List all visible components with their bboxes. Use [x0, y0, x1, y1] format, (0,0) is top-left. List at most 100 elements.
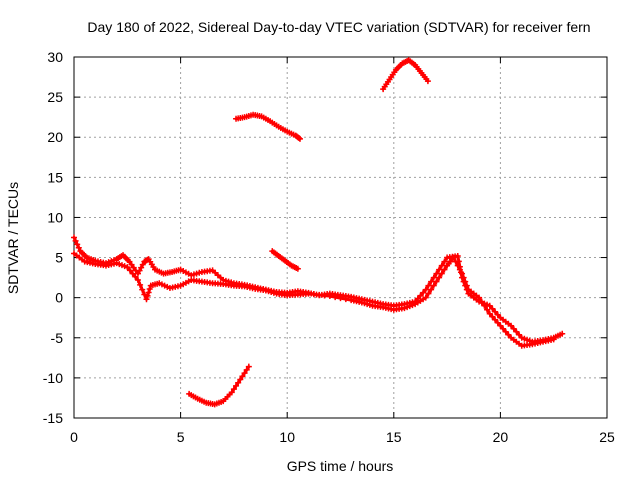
- data-point: [295, 135, 302, 142]
- data-point: [145, 289, 152, 296]
- data-point: [237, 376, 244, 383]
- data-point: [310, 291, 317, 298]
- data-point: [72, 237, 79, 244]
- x-tick-label: 15: [386, 429, 402, 445]
- data-point: [430, 282, 437, 289]
- data-point: [326, 293, 333, 300]
- data-point: [438, 262, 445, 269]
- data-point: [126, 267, 133, 274]
- data-point: [484, 306, 491, 313]
- data-point: [139, 261, 146, 268]
- data-point: [137, 281, 144, 288]
- data-point: [438, 270, 445, 277]
- data-point: [494, 311, 501, 318]
- data-point: [422, 294, 429, 301]
- data-point: [430, 274, 437, 281]
- x-tick-label: 25: [599, 429, 615, 445]
- data-point: [550, 336, 557, 343]
- data-point: [337, 295, 344, 302]
- data-point: [516, 331, 523, 338]
- data-point: [420, 289, 427, 296]
- series-arc-mid: [269, 248, 301, 272]
- data-point: [134, 277, 141, 284]
- series-main-trace-lower: [71, 250, 557, 349]
- data-point: [296, 135, 303, 142]
- data-point: [494, 319, 501, 326]
- y-tick-label: -10: [43, 370, 63, 386]
- y-tick-label: 0: [55, 290, 63, 306]
- data-point: [144, 292, 151, 299]
- y-tick-label: 15: [47, 169, 63, 185]
- y-tick-label: -15: [43, 410, 63, 426]
- data-point: [492, 308, 499, 315]
- x-tick-label: 0: [70, 429, 78, 445]
- data-point: [441, 266, 448, 273]
- data-point: [305, 290, 312, 297]
- data-point: [417, 292, 424, 299]
- data-point: [342, 296, 349, 303]
- data-point: [505, 331, 512, 338]
- series-arc-upper-left: [233, 111, 303, 142]
- data-point: [422, 286, 429, 293]
- data-point: [228, 389, 235, 396]
- data-point: [321, 292, 328, 299]
- data-point: [75, 244, 82, 251]
- y-axis-label: SDTVAR / TECUs: [5, 182, 21, 294]
- data-point: [243, 366, 250, 373]
- y-tick-label: 25: [47, 89, 63, 105]
- data-point: [433, 270, 440, 277]
- data-point: [316, 291, 323, 298]
- data-point: [489, 305, 496, 312]
- data-point: [130, 264, 137, 271]
- data-point: [235, 379, 242, 386]
- data-point: [136, 267, 143, 274]
- data-point: [476, 294, 483, 301]
- data-series: [71, 57, 566, 408]
- x-tick-label: 10: [279, 429, 295, 445]
- data-point: [486, 310, 493, 317]
- data-point: [134, 270, 141, 277]
- y-tick-label: 30: [47, 49, 63, 65]
- data-point: [452, 258, 459, 265]
- data-point: [230, 386, 237, 393]
- y-tick-label: 10: [47, 209, 63, 225]
- data-point: [428, 278, 435, 285]
- data-point: [489, 313, 496, 320]
- series-arc-bottom: [186, 363, 252, 408]
- data-point: [138, 264, 145, 271]
- data-point: [233, 382, 240, 389]
- data-point: [492, 316, 499, 323]
- data-point: [510, 325, 517, 332]
- data-point: [502, 328, 509, 335]
- data-point: [459, 270, 466, 277]
- y-tick-label: 20: [47, 129, 63, 145]
- data-point: [428, 286, 435, 293]
- data-point: [74, 241, 81, 248]
- data-point: [424, 78, 431, 85]
- data-point: [454, 262, 461, 269]
- data-point: [124, 264, 131, 271]
- data-point: [462, 278, 469, 285]
- x-axis-label: GPS time / hours: [287, 458, 394, 474]
- data-point: [433, 278, 440, 285]
- data-point: [245, 363, 252, 370]
- chart-title: Day 180 of 2022, Sidereal Day-to-day VTE…: [87, 19, 590, 35]
- data-point: [450, 254, 457, 261]
- data-point: [441, 258, 448, 265]
- x-tick-label: 20: [493, 429, 509, 445]
- data-point: [71, 234, 77, 241]
- data-point: [425, 282, 432, 289]
- axis-ticks: [73, 56, 608, 419]
- data-point: [500, 325, 507, 332]
- data-point: [481, 302, 488, 309]
- data-point: [497, 322, 504, 329]
- data-point: [332, 294, 339, 301]
- data-point: [463, 282, 470, 289]
- y-tick-label: -5: [51, 330, 64, 346]
- data-point: [436, 266, 443, 273]
- data-point: [141, 291, 148, 298]
- x-tick-labels: 0 5 10 15 20 25: [70, 429, 615, 445]
- data-point: [456, 266, 463, 273]
- data-point: [559, 330, 566, 337]
